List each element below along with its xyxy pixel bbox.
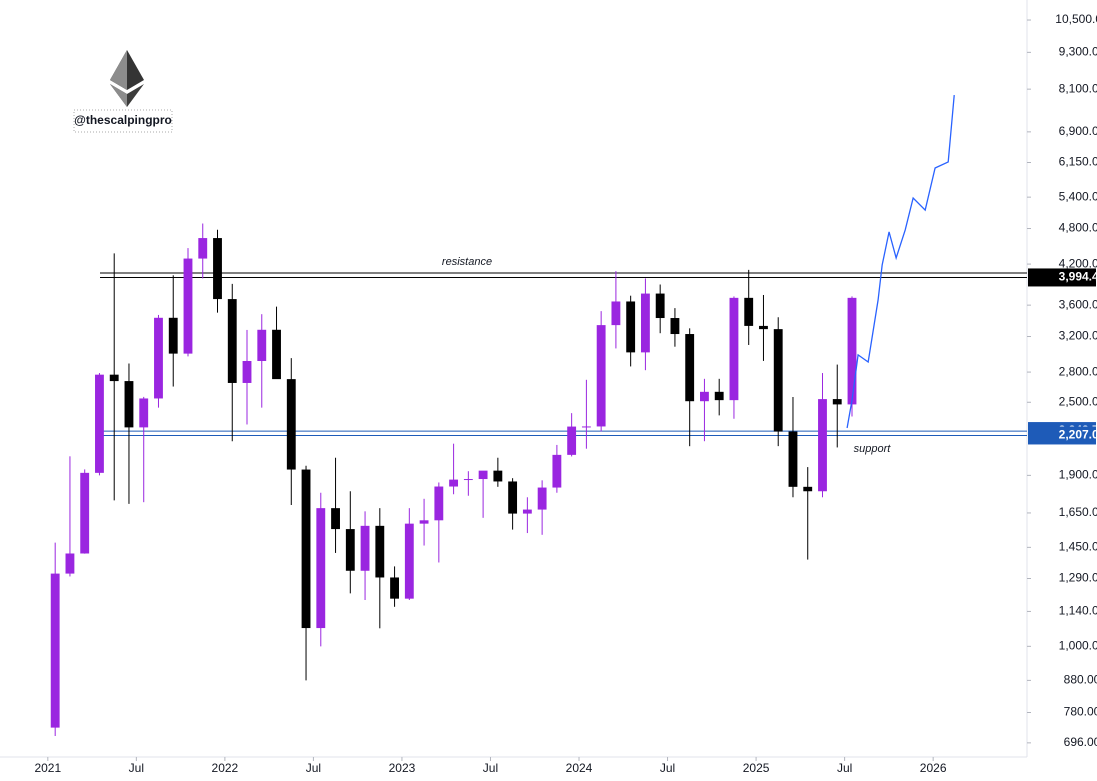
candle-body bbox=[537, 487, 547, 510]
candle-body bbox=[80, 472, 90, 554]
x-tick-label: 2023 bbox=[389, 761, 416, 775]
candle-body bbox=[286, 379, 296, 470]
y-tick-label: 4,200.00 bbox=[1059, 256, 1097, 270]
candle-body bbox=[154, 317, 163, 399]
y-tick-label: 3,600.00 bbox=[1059, 297, 1097, 311]
candle-body bbox=[803, 486, 813, 492]
candle-body bbox=[744, 297, 754, 326]
y-tick-label: 880.00 bbox=[1064, 673, 1097, 687]
support-label: support bbox=[854, 443, 892, 455]
y-tick-label: 1,450.00 bbox=[1059, 540, 1097, 554]
candle-body bbox=[478, 470, 488, 480]
candle-body bbox=[213, 238, 222, 300]
watermark: @thescalpingpro bbox=[74, 113, 172, 127]
candle-body bbox=[124, 381, 134, 428]
x-tick-label: Jul bbox=[129, 761, 144, 775]
candle-body bbox=[139, 398, 149, 428]
x-tick-label: Jul bbox=[306, 761, 321, 775]
x-tick-label: 2022 bbox=[212, 761, 239, 775]
candle-body bbox=[567, 426, 577, 455]
candle-body bbox=[434, 486, 444, 521]
watermark-box bbox=[73, 109, 173, 133]
projection-line bbox=[846, 94, 955, 429]
candle-body bbox=[847, 297, 857, 405]
x-tick-label: Jul bbox=[837, 761, 852, 775]
candle-body bbox=[685, 334, 695, 402]
y-tick-label: 2,500.00 bbox=[1059, 394, 1097, 408]
y-tick-label: 8,100.00 bbox=[1059, 81, 1097, 95]
y-tick-label: 1,140.00 bbox=[1059, 604, 1097, 618]
x-tick-label: Jul bbox=[660, 761, 675, 775]
candle-body bbox=[390, 577, 399, 599]
level-label: 3,994.40 bbox=[1059, 270, 1097, 284]
candle-body bbox=[109, 374, 119, 382]
y-tick-label: 780.00 bbox=[1064, 705, 1097, 719]
level-label-box bbox=[1028, 426, 1096, 445]
y-tick-label: 1,900.00 bbox=[1059, 468, 1097, 482]
y-tick-label: 696.00 bbox=[1064, 735, 1097, 749]
candle-body bbox=[463, 479, 473, 481]
candle-body bbox=[65, 553, 75, 574]
candle-body bbox=[818, 399, 827, 492]
candle-body bbox=[596, 325, 606, 427]
eth-logo bbox=[110, 50, 144, 107]
candle-body bbox=[404, 523, 414, 599]
candle-body bbox=[419, 520, 429, 524]
candle-body bbox=[272, 329, 281, 380]
candle-body bbox=[670, 318, 680, 335]
candle-body bbox=[508, 481, 518, 514]
candle-body bbox=[95, 374, 104, 473]
candle-body bbox=[788, 431, 798, 487]
y-tick-label: 3,200.00 bbox=[1059, 329, 1097, 343]
candle-body bbox=[198, 238, 208, 259]
y-tick-label: 1,290.00 bbox=[1059, 571, 1097, 585]
y-tick-label: 1,650.00 bbox=[1059, 505, 1097, 519]
x-tick-label: 2025 bbox=[743, 761, 770, 775]
candle-body bbox=[242, 360, 252, 383]
candle-body bbox=[493, 470, 503, 482]
candle-body bbox=[227, 299, 237, 383]
level-label: 2,207.05 bbox=[1059, 428, 1097, 442]
candle-body bbox=[522, 509, 532, 514]
candle-body bbox=[714, 391, 724, 401]
candle-body bbox=[611, 301, 621, 326]
y-tick-label: 5,400.00 bbox=[1059, 189, 1097, 203]
candle-body bbox=[375, 525, 385, 578]
candle-body bbox=[301, 469, 311, 629]
candle-body bbox=[759, 325, 768, 330]
candle-body bbox=[581, 426, 591, 428]
candle-body bbox=[552, 454, 562, 488]
candle-body bbox=[331, 508, 340, 530]
x-tick-label: Jul bbox=[483, 761, 498, 775]
candle-body bbox=[773, 329, 783, 432]
candle-body bbox=[50, 573, 60, 728]
y-tick-label: 10,500.00 bbox=[1055, 12, 1097, 26]
candle-body bbox=[168, 317, 178, 354]
candle-body bbox=[729, 297, 739, 401]
y-tick-label: 4,800.00 bbox=[1059, 221, 1097, 235]
x-tick-label: 2021 bbox=[34, 761, 61, 775]
y-tick-label: 6,150.00 bbox=[1059, 155, 1097, 169]
candle-body bbox=[449, 479, 459, 487]
x-tick-label: 2026 bbox=[920, 761, 947, 775]
candle-body bbox=[626, 301, 636, 353]
level-label-box bbox=[1028, 268, 1096, 287]
candle-body bbox=[700, 391, 709, 402]
candle-body bbox=[832, 399, 842, 405]
candle-body bbox=[183, 258, 193, 354]
y-tick-label: 1,000.00 bbox=[1059, 638, 1097, 652]
candle-body bbox=[257, 329, 267, 361]
y-tick-label: 6,900.00 bbox=[1059, 124, 1097, 138]
candle-body bbox=[655, 293, 665, 319]
y-tick-label: 9,300.00 bbox=[1059, 45, 1097, 59]
candle-body bbox=[345, 529, 355, 571]
x-tick-label: 2024 bbox=[566, 761, 593, 775]
candle-body bbox=[316, 508, 326, 629]
candle-body bbox=[360, 525, 370, 571]
y-tick-label: 2,800.00 bbox=[1059, 364, 1097, 378]
candle-body bbox=[640, 293, 650, 353]
resistance-label: resistance bbox=[442, 256, 492, 268]
